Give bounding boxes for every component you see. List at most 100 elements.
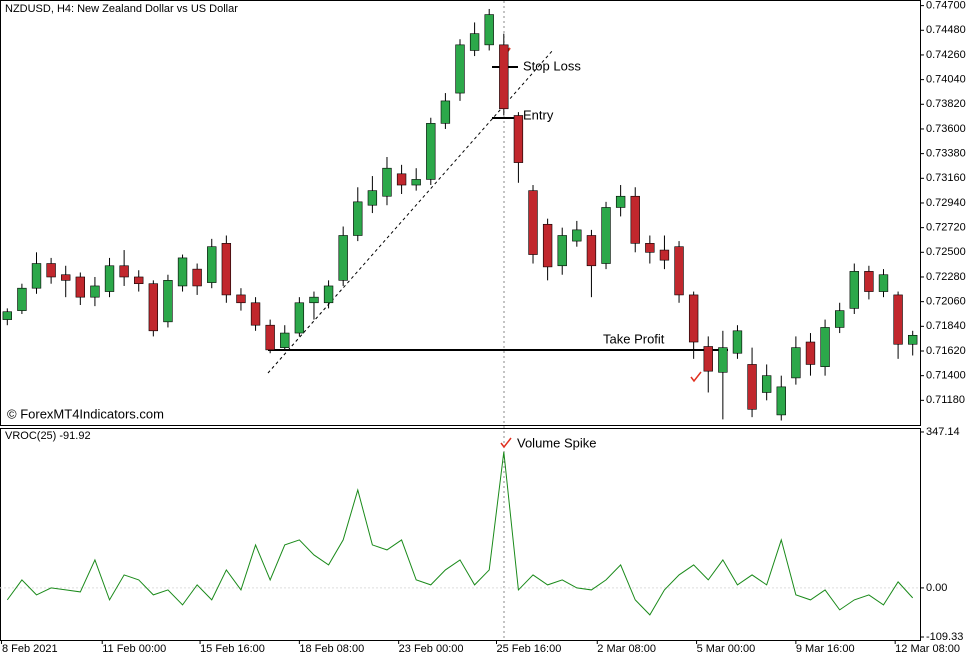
candle-body — [134, 276, 144, 285]
candle-body — [17, 287, 27, 311]
candle-body — [835, 310, 845, 328]
candle-body — [353, 201, 363, 236]
y-tick-label: 0.74480 — [926, 24, 966, 36]
y-tick-label: 0.74260 — [926, 49, 966, 61]
candle-body — [163, 280, 173, 323]
candle-body — [761, 375, 772, 393]
candle-body — [630, 195, 640, 244]
candle-body — [703, 346, 713, 372]
candle-body — [75, 276, 85, 298]
candle-body — [674, 246, 684, 296]
candle-body — [513, 115, 524, 163]
y-tick-label: 0.74700 — [926, 0, 966, 12]
y-tick-label: 0.71620 — [926, 345, 966, 357]
candle-body — [338, 235, 348, 281]
candle-body — [645, 243, 655, 253]
candle-body — [878, 274, 889, 292]
candle-body — [411, 179, 421, 186]
x-tick-label: 12 Mar 08:00 — [895, 643, 960, 655]
candle-body — [455, 44, 465, 94]
main-panel — [0, 0, 921, 426]
candle-body — [396, 173, 407, 186]
candle-body — [426, 123, 436, 180]
check-mark — [690, 371, 702, 383]
y-tick-label: 0.73600 — [926, 123, 966, 135]
y-tick-label: 0.73820 — [926, 98, 966, 110]
candle-body — [791, 347, 801, 379]
candle-body — [192, 268, 202, 287]
y-tick-label: 0.72500 — [926, 246, 966, 258]
y-tick-label: -109.33 — [926, 631, 963, 643]
candle-body — [221, 243, 232, 296]
candle-body — [309, 296, 319, 304]
candle-body — [31, 263, 42, 289]
x-tick-label: 23 Feb 00:00 — [399, 643, 464, 655]
candle-body — [177, 257, 188, 287]
candle-body — [294, 302, 305, 334]
x-tick-label: 25 Feb 16:00 — [497, 643, 562, 655]
candle-body — [805, 341, 816, 365]
x-tick-label: 15 Feb 16:00 — [200, 643, 265, 655]
y-tick-label: 0.72280 — [926, 271, 966, 283]
indicator-panel — [0, 428, 921, 641]
candle-body — [528, 190, 538, 255]
candle-body — [542, 223, 553, 268]
candle-body — [718, 347, 728, 373]
vroc-line — [6, 451, 914, 616]
indicator-title: VROC(25) -91.92 — [5, 430, 91, 442]
candle-body — [119, 265, 129, 278]
y-tick-label: 0.73380 — [926, 148, 966, 160]
candle-body — [586, 235, 597, 267]
candle-body — [265, 324, 275, 351]
candle-body — [908, 334, 918, 345]
y-tick-label: 0.72720 — [926, 222, 966, 234]
candle-body — [572, 229, 582, 242]
candle-body — [484, 14, 494, 46]
candle-body — [236, 294, 246, 304]
candle-body — [776, 386, 786, 416]
x-tick-label: 2 Mar 08:00 — [597, 643, 656, 655]
candle-body — [46, 263, 56, 278]
candle-body — [893, 294, 903, 345]
x-tick-label: 8 Feb 2021 — [2, 643, 58, 655]
candle-body — [732, 330, 743, 354]
y-tick-label: 0.71400 — [926, 370, 966, 382]
candle-body — [820, 327, 830, 367]
x-tick-label: 18 Feb 08:00 — [299, 643, 364, 655]
annotation: Entry — [523, 107, 554, 122]
candle-body — [557, 235, 567, 267]
x-tick-label: 9 Mar 16:00 — [796, 643, 855, 655]
y-tick-label: 347.14 — [926, 426, 960, 438]
candle-body — [849, 271, 859, 309]
chart-title: NZDUSD, H4: New Zealand Dollar vs US Dol… — [5, 3, 238, 15]
candle-body — [250, 302, 261, 326]
y-tick-label: 0.00 — [926, 582, 947, 594]
candle-body — [688, 294, 699, 343]
candle-body — [440, 100, 451, 124]
annotation: Take Profit — [603, 331, 665, 346]
y-tick-label: 0.74040 — [926, 74, 966, 86]
candle-body — [90, 285, 100, 298]
candle-body — [280, 332, 290, 348]
candle-body — [207, 246, 217, 283]
candle-body — [2, 311, 12, 320]
y-tick-label: 0.72060 — [926, 296, 966, 308]
y-tick-label: 0.72940 — [926, 197, 966, 209]
y-tick-label: 0.71180 — [926, 394, 965, 406]
credit: © ForexMT4Indicators.com — [7, 406, 164, 421]
candle-body — [659, 249, 670, 261]
candle-body — [323, 285, 334, 304]
candle-body — [104, 265, 115, 292]
check-mark — [500, 437, 512, 449]
candle-body — [469, 33, 480, 51]
candle-body — [367, 190, 378, 206]
candle-body — [61, 274, 71, 281]
candle-body — [864, 271, 874, 292]
y-tick-label: 0.73160 — [926, 172, 966, 184]
candle-body — [601, 207, 611, 264]
candle-body — [747, 364, 757, 410]
x-tick-label: 5 Mar 00:00 — [697, 643, 756, 655]
candle-body — [615, 195, 626, 208]
annotation: Stop Loss — [523, 58, 581, 73]
